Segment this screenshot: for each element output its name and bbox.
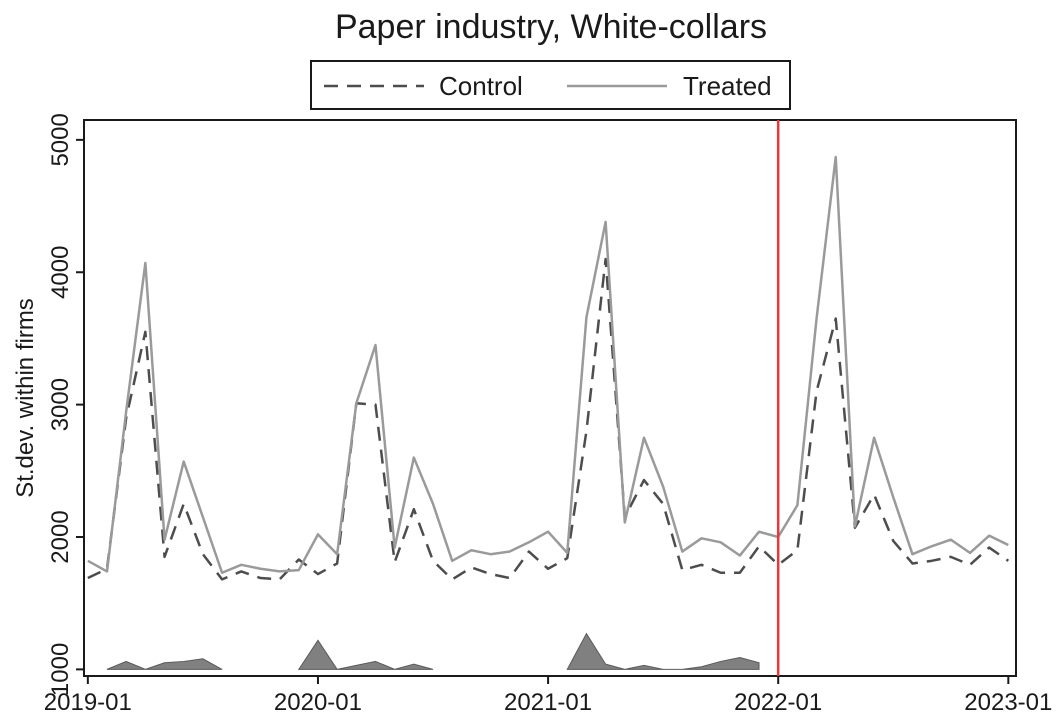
legend: Control Treated [310, 60, 791, 110]
series-treated-line [87, 155, 1009, 574]
difference-area [106, 658, 223, 670]
x-tick-label: 2019-01 [44, 689, 132, 716]
difference-area [566, 632, 760, 670]
y-tick-label: 5000 [47, 113, 74, 166]
x-tick-label: 2020-01 [274, 689, 362, 716]
y-axis-label: St.dev. within firms [12, 298, 39, 498]
y-tick-label: 2000 [47, 510, 74, 563]
difference-area [297, 639, 434, 670]
x-tick-label: 2022-01 [734, 689, 822, 716]
series-control-line [87, 257, 1010, 581]
legend-label-control: Control [439, 71, 523, 101]
plot-frame [83, 119, 1017, 677]
plot-area: 1000 2000 3000 4000 5000 2019-01 2020-01 2021-0… [44, 113, 1053, 716]
legend-label-treated: Treated [683, 71, 772, 101]
legend-box [310, 60, 791, 110]
y-tick-label: 4000 [47, 246, 74, 299]
x-tick-label: 2023-01 [964, 689, 1052, 716]
y-tick-label: 1000 [47, 643, 74, 696]
chart-title: Paper industry, White-collars [335, 8, 767, 46]
y-tick-label: 3000 [47, 378, 74, 431]
x-tick-label: 2021-01 [504, 689, 592, 716]
